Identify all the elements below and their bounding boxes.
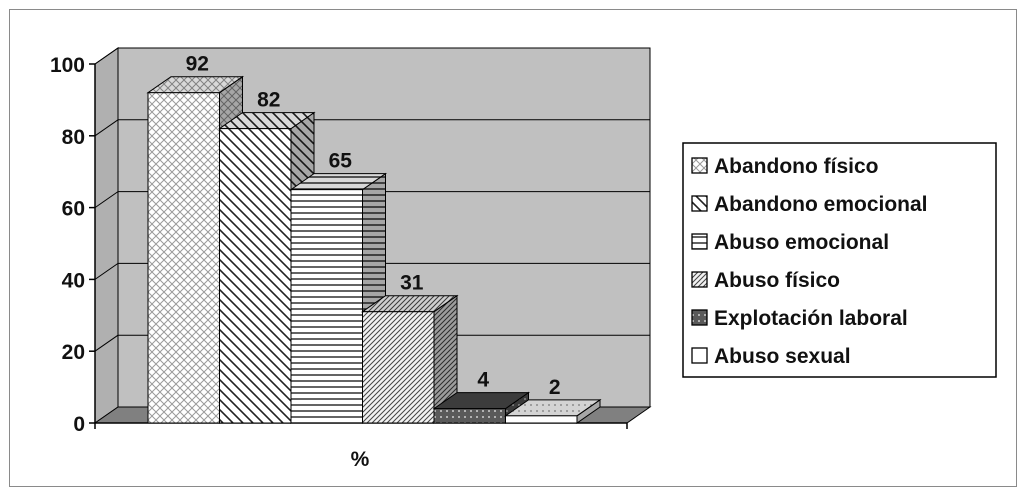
- y-tick-label: 60: [62, 198, 85, 221]
- legend: Abandono físico Abandono emocional Abuso e…: [682, 142, 997, 378]
- bar-abuso-fisico: [360, 294, 459, 424]
- y-axis: 0 20 40 60 80 100: [50, 54, 628, 436]
- y-tick-label: 0: [73, 413, 85, 436]
- gridline-side: [94, 262, 119, 280]
- data-label-explotacion-laboral: 4: [477, 369, 489, 392]
- y-tick-label: 80: [62, 126, 85, 149]
- side-wall: [94, 47, 119, 424]
- gridline-side: [94, 191, 119, 209]
- chart-frame: [9, 9, 1017, 487]
- legend-label: Explotación laboral: [714, 307, 908, 330]
- data-label-abuso-sexual: 2: [549, 376, 561, 399]
- data-labels: 92 82 65 31 4 2: [186, 53, 561, 399]
- bar-front-face: [362, 311, 435, 424]
- legend-swatch: [691, 233, 708, 250]
- legend-label: Abuso físico: [714, 269, 840, 292]
- legend-swatch: [691, 195, 708, 212]
- data-label-abuso-fisico: 31: [400, 272, 424, 295]
- legend-item-abuso-fisico: Abuso físico: [691, 269, 840, 292]
- bar-side-shade: [434, 295, 457, 423]
- legend-swatch: [691, 309, 708, 326]
- legend-label: Abandono físico: [714, 155, 879, 178]
- bar-top-shade: [362, 295, 457, 312]
- data-label-abandono-emocional: 82: [257, 89, 280, 112]
- legend-swatch: [691, 271, 708, 288]
- bars-group: [146, 75, 602, 424]
- legend-item-explotacion-laboral: Explotación laboral: [691, 307, 908, 330]
- bar-front-face: [433, 408, 506, 424]
- bar-front-face: [219, 128, 292, 424]
- gridline-side: [94, 119, 119, 137]
- x-axis-label: %: [351, 448, 370, 471]
- bar-top-shade: [291, 173, 386, 190]
- legend-item-abandono-fisico: Abandono físico: [691, 155, 879, 178]
- legend-label: Abuso emocional: [714, 231, 889, 254]
- legend-label: Abandono emocional: [714, 193, 928, 216]
- bar-abuso-sexual: [503, 398, 602, 424]
- gridline-side: [94, 334, 119, 352]
- bar-front-face: [290, 189, 363, 424]
- legend-swatch: [691, 157, 708, 174]
- legend-box: [682, 142, 997, 378]
- legend-label: Abuso sexual: [714, 345, 851, 368]
- bar-front-face: [147, 92, 220, 424]
- legend-item-abuso-sexual: Abuso sexual: [691, 345, 851, 368]
- bar-side-shade: [577, 399, 600, 423]
- bar-top-shade: [148, 76, 243, 93]
- legend-swatch: [691, 347, 708, 364]
- y-tick-label: 20: [62, 341, 85, 364]
- data-label-abuso-emocional: 65: [329, 150, 353, 173]
- y-tick-label: 40: [62, 269, 85, 292]
- y-tick-label: 100: [50, 54, 85, 77]
- gridline-side: [94, 47, 119, 65]
- legend-item-abuso-emocional: Abuso emocional: [691, 231, 889, 254]
- bar-front-face: [505, 415, 578, 424]
- bar-top-shade: [219, 112, 314, 129]
- legend-item-abandono-emocional: Abandono emocional: [691, 193, 928, 216]
- data-label-abandono-fisico: 92: [186, 53, 209, 76]
